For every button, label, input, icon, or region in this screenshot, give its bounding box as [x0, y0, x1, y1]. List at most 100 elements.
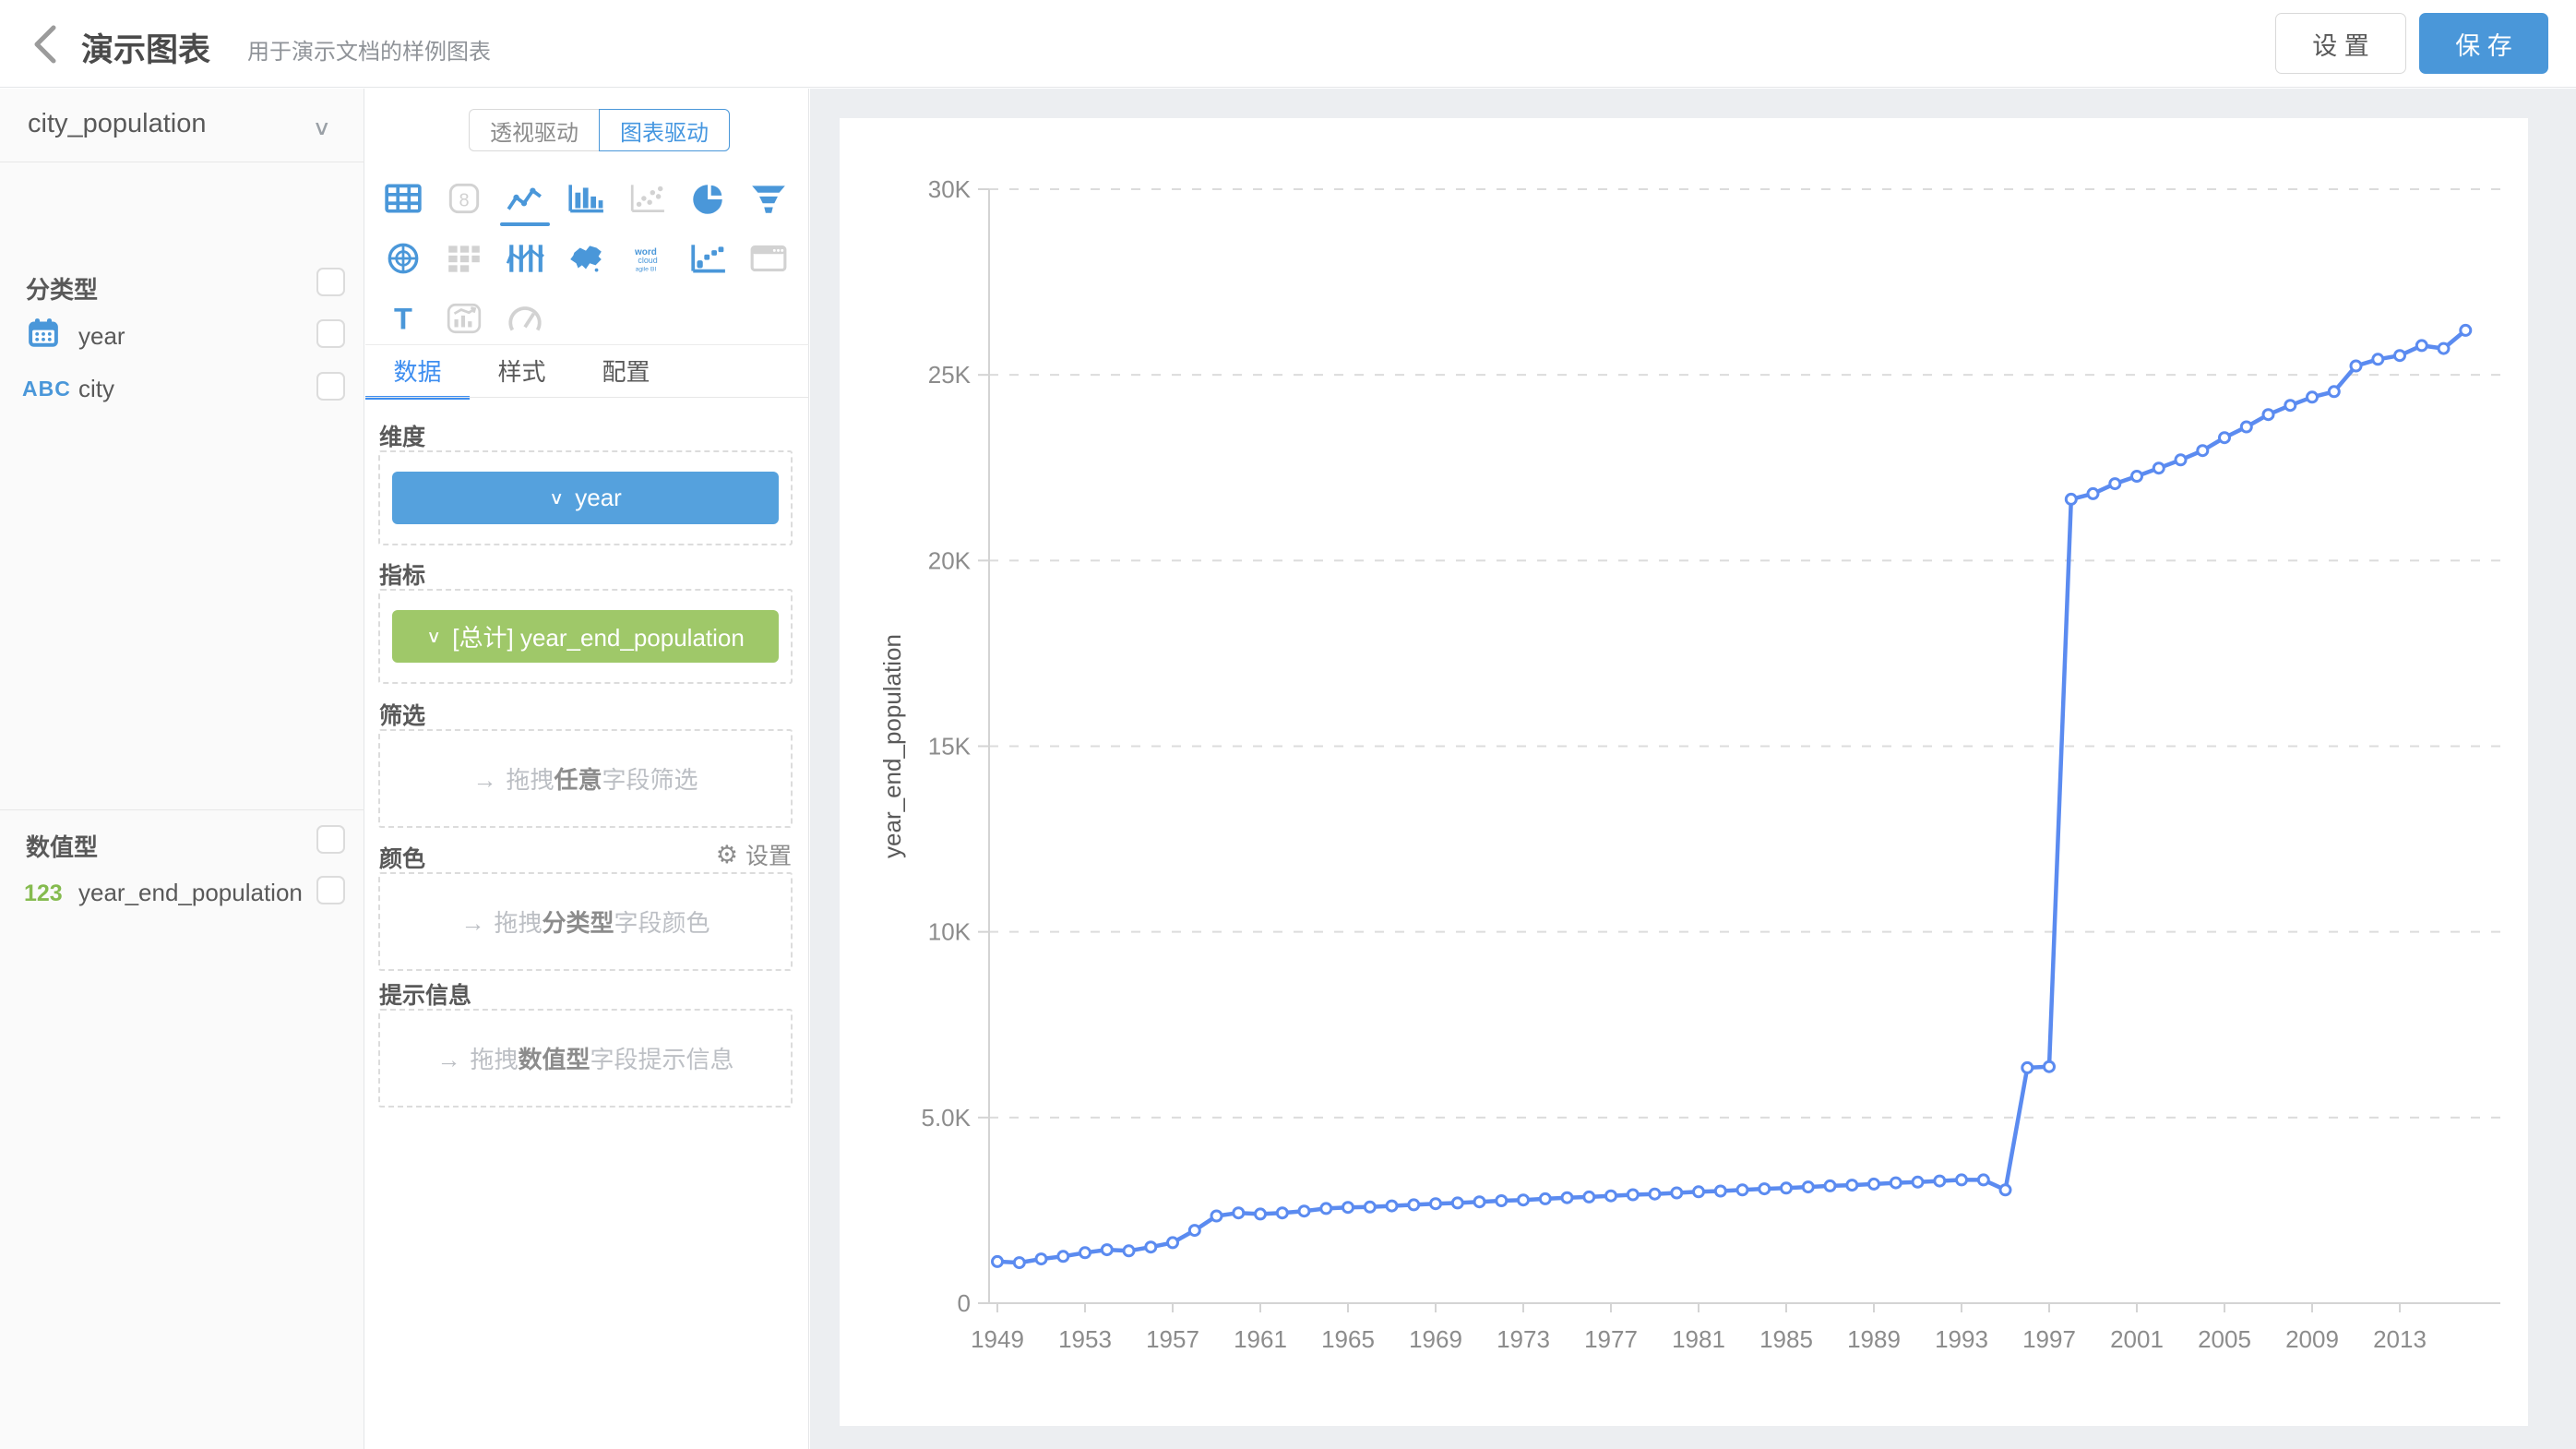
chart-type-funnel-icon[interactable]: [738, 168, 799, 228]
tab-data[interactable]: 数据: [365, 352, 470, 400]
data-point: [1079, 1246, 1091, 1260]
tab-style[interactable]: 样式: [497, 358, 546, 386]
data-point: [1933, 1174, 1947, 1188]
data-point: [2393, 349, 2406, 363]
chart-type-table-icon[interactable]: [373, 168, 434, 228]
svg-text:agile BI: agile BI: [636, 266, 657, 272]
save-button[interactable]: 保 存: [2419, 13, 2548, 74]
field-year-end-population[interactable]: year_end_population: [78, 879, 303, 906]
data-point: [1319, 1202, 1333, 1215]
chart-type-china-map-icon[interactable]: [555, 228, 616, 288]
svg-text:1989: 1989: [1847, 1325, 1901, 1353]
dataset-name: city_population: [28, 109, 207, 138]
data-point: [1166, 1236, 1179, 1250]
chart-type-text-icon[interactable]: T: [373, 288, 434, 348]
divider: [365, 397, 809, 398]
chart-type-distribution-icon[interactable]: [677, 228, 738, 288]
chart-type-pie-icon[interactable]: [677, 168, 738, 228]
mode-chart-button[interactable]: 图表驱动: [599, 109, 730, 151]
dataset-selector[interactable]: city_population ∨: [0, 89, 364, 162]
data-point: [1604, 1189, 1617, 1203]
data-point: [1735, 1183, 1749, 1197]
chart-type-bar-icon[interactable]: [555, 168, 616, 228]
svg-text:1953: 1953: [1058, 1325, 1112, 1353]
selected-chart-type-underline: [500, 222, 550, 226]
chart-type-line-icon[interactable]: [495, 168, 555, 228]
data-point: [1012, 1256, 1026, 1270]
chart-type-combo-icon[interactable]: [434, 288, 495, 348]
svg-text:word: word: [634, 246, 657, 257]
data-point: [1998, 1183, 2012, 1197]
numeric-section-checkbox[interactable]: [316, 825, 345, 854]
chart-canvas-area: 0 5.0K 10K 15K 20K 25K 30K 1949 1953 1957 1961 1965…: [810, 89, 2576, 1449]
color-label: 颜色: [379, 846, 426, 872]
data-point: [2043, 1060, 2056, 1073]
field-year-end-population-checkbox[interactable]: [316, 876, 345, 904]
tooltip-drop-zone[interactable]: → 拖拽数值型字段提示信息: [378, 1009, 793, 1108]
data-point: [1056, 1250, 1070, 1263]
data-point: [2064, 492, 2078, 506]
data-point: [1254, 1207, 1267, 1221]
data-point: [1845, 1179, 1859, 1192]
data-point: [1187, 1224, 1201, 1238]
field-city-checkbox[interactable]: [316, 372, 345, 401]
section-label-numeric: 数值型: [26, 833, 99, 861]
svg-text:1961: 1961: [1234, 1325, 1287, 1353]
data-point: [2284, 399, 2297, 413]
data-point: [1867, 1177, 1880, 1191]
page-title: 演示图表: [81, 32, 211, 68]
data-point: [2021, 1060, 2034, 1074]
arrow-right-icon: →: [472, 766, 497, 794]
svg-text:2001: 2001: [2110, 1325, 2164, 1353]
data-point: [2306, 390, 2319, 404]
chart-type-parallel-icon[interactable]: [495, 228, 555, 288]
calendar-icon: [29, 318, 58, 347]
tab-config[interactable]: 配置: [602, 358, 650, 386]
field-year[interactable]: year: [78, 322, 125, 350]
chart-type-scatter-icon[interactable]: [616, 168, 677, 228]
panel-tabs: 数据 样式 配置: [365, 352, 809, 400]
categorical-section-checkbox[interactable]: [316, 268, 345, 296]
field-year-checkbox[interactable]: [316, 319, 345, 348]
dimension-pill-year[interactable]: ∨ year: [392, 472, 779, 524]
number-123-icon: 123: [24, 880, 63, 906]
measure-pill-year-end-population[interactable]: ∨ [总计] year_end_population: [392, 610, 779, 663]
data-point: [1538, 1192, 1552, 1205]
chart-type-grid: 8 word cloud agile BI T: [373, 168, 803, 348]
chart-type-indicator-icon[interactable]: 8: [434, 168, 495, 228]
color-settings-button[interactable]: ⚙ 设置: [715, 840, 792, 870]
data-point: [1670, 1186, 1684, 1200]
filter-drop-hint: → 拖拽任意字段筛选: [472, 766, 698, 794]
chart-type-word-cloud-icon[interactable]: word cloud agile BI: [616, 228, 677, 288]
header: 演示图表 用于演示文档的样例图表 设 置 保 存: [0, 0, 2576, 88]
measure-drop-zone[interactable]: ∨ [总计] year_end_population: [378, 589, 793, 684]
data-point: [1560, 1191, 1574, 1204]
data-point: [1889, 1176, 1902, 1190]
data-point: [2196, 444, 2210, 458]
data-point: [2086, 486, 2100, 500]
svg-text:1993: 1993: [1935, 1325, 1988, 1353]
measure-label: 指标: [379, 563, 426, 589]
data-point: [2261, 408, 2275, 422]
data-point: [1713, 1184, 1727, 1198]
back-button[interactable]: [22, 20, 70, 68]
filter-drop-zone[interactable]: → 拖拽任意字段筛选: [378, 729, 793, 828]
mode-pivot-button[interactable]: 透视驱动: [469, 109, 599, 151]
chart-type-iframe-icon[interactable]: [738, 228, 799, 288]
divider: [365, 344, 809, 345]
svg-text:1949: 1949: [971, 1325, 1024, 1353]
chart-type-radar-icon[interactable]: [373, 228, 434, 288]
chart-type-crosstab-icon[interactable]: [434, 228, 495, 288]
data-point: [1342, 1201, 1354, 1215]
settings-button[interactable]: 设 置: [2275, 13, 2406, 74]
section-label-categorical: 分类型: [26, 276, 99, 304]
data-point: [1122, 1244, 1136, 1258]
color-drop-zone[interactable]: → 拖拽分类型字段颜色: [378, 872, 793, 971]
field-city[interactable]: city: [78, 375, 114, 402]
line-chart: 0 5.0K 10K 15K 20K 25K 30K 1949 1953 1957 1961 1965…: [878, 175, 2500, 1353]
arrow-right-icon: →: [460, 909, 485, 937]
data-point: [1297, 1204, 1311, 1218]
svg-text:8: 8: [459, 190, 469, 210]
chart-type-gauge-icon[interactable]: [495, 288, 555, 348]
dimension-drop-zone[interactable]: ∨ year: [378, 450, 793, 545]
